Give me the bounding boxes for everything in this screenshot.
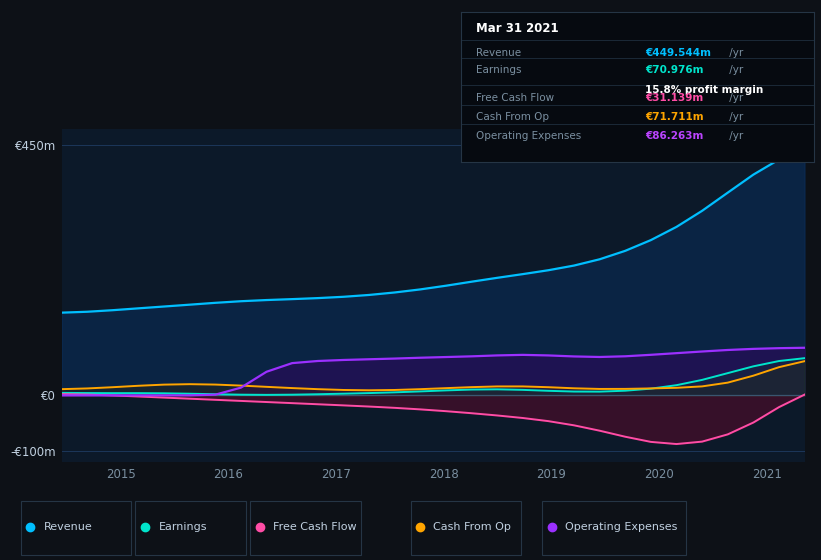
Text: €86.263m: €86.263m <box>645 131 704 141</box>
Bar <box>250 501 361 555</box>
Text: Cash From Op: Cash From Op <box>475 111 548 122</box>
Text: Operating Expenses: Operating Expenses <box>565 521 677 531</box>
Text: €71.711m: €71.711m <box>645 111 704 122</box>
Text: 15.8% profit margin: 15.8% profit margin <box>645 85 764 95</box>
Bar <box>135 501 246 555</box>
Text: €70.976m: €70.976m <box>645 65 704 75</box>
Bar <box>542 501 686 555</box>
Text: Mar 31 2021: Mar 31 2021 <box>475 22 558 35</box>
Text: Operating Expenses: Operating Expenses <box>475 131 580 141</box>
Text: /yr: /yr <box>727 65 744 75</box>
Text: Revenue: Revenue <box>475 48 521 58</box>
Text: Earnings: Earnings <box>158 521 207 531</box>
Text: Free Cash Flow: Free Cash Flow <box>273 521 357 531</box>
Text: /yr: /yr <box>727 111 744 122</box>
Text: /yr: /yr <box>727 48 744 58</box>
Text: /yr: /yr <box>727 131 744 141</box>
Bar <box>410 501 521 555</box>
Text: €31.139m: €31.139m <box>645 93 704 103</box>
Text: /yr: /yr <box>727 93 744 103</box>
Text: Cash From Op: Cash From Op <box>433 521 511 531</box>
Text: €449.544m: €449.544m <box>645 48 711 58</box>
Text: Earnings: Earnings <box>475 65 521 75</box>
Bar <box>21 501 131 555</box>
Text: Free Cash Flow: Free Cash Flow <box>475 93 553 103</box>
Text: Revenue: Revenue <box>44 521 92 531</box>
